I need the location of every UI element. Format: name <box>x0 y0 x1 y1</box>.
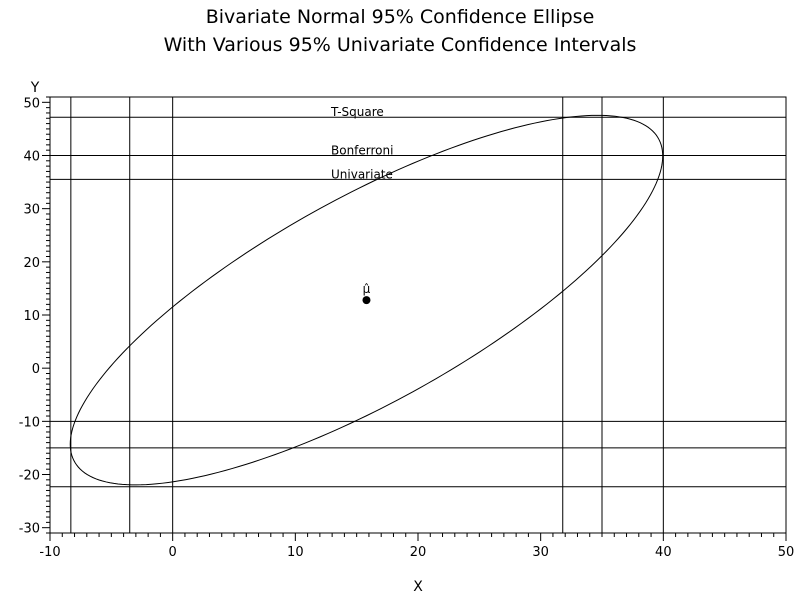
y-tick-label: 30 <box>23 203 40 218</box>
x-tick-label: 0 <box>169 545 177 560</box>
x-tick-label: 20 <box>410 545 427 560</box>
plot-frame <box>49 96 787 534</box>
interval-annotations: T-Square Bonferroni Univariate <box>330 105 393 181</box>
y-tick-label: 10 <box>23 309 40 324</box>
mean-point <box>362 296 371 305</box>
x-tick-label: 10 <box>287 545 304 560</box>
interval-lines <box>50 97 786 533</box>
ellipse-layer <box>69 114 664 486</box>
x-axis-label: X <box>413 579 423 595</box>
x-axis-ticks: -10 0 10 20 30 40 50 <box>39 533 794 560</box>
annotation-univariate: Univariate <box>331 167 393 181</box>
annotation-bonferroni: Bonferroni <box>331 143 393 157</box>
x-tick-label: -10 <box>39 545 60 560</box>
y-tick-label: -10 <box>19 415 40 430</box>
mean-layer: μ̂ <box>362 282 371 305</box>
mean-point-label: μ̂ <box>363 282 371 296</box>
y-tick-label: 0 <box>32 362 40 377</box>
y-tick-label: -30 <box>19 522 40 537</box>
chart-subtitle: With Various 95% Univariate Confidence I… <box>164 34 637 56</box>
y-tick-label: 20 <box>23 256 40 271</box>
confidence-ellipse <box>69 114 664 486</box>
x-tick-label: 30 <box>532 545 549 560</box>
chart-title: Bivariate Normal 95% Confidence Ellipse <box>206 6 595 28</box>
y-tick-label: 50 <box>23 96 40 111</box>
x-tick-label: 40 <box>655 545 672 560</box>
annotation-t-square: T-Square <box>330 105 384 119</box>
y-axis-label: Y <box>30 80 40 96</box>
y-axis-ticks: -30 -20 -10 0 10 20 30 40 50 <box>19 96 50 537</box>
y-tick-label: -20 <box>19 469 40 484</box>
x-tick-label: 50 <box>778 545 795 560</box>
y-tick-label: 40 <box>23 149 40 164</box>
